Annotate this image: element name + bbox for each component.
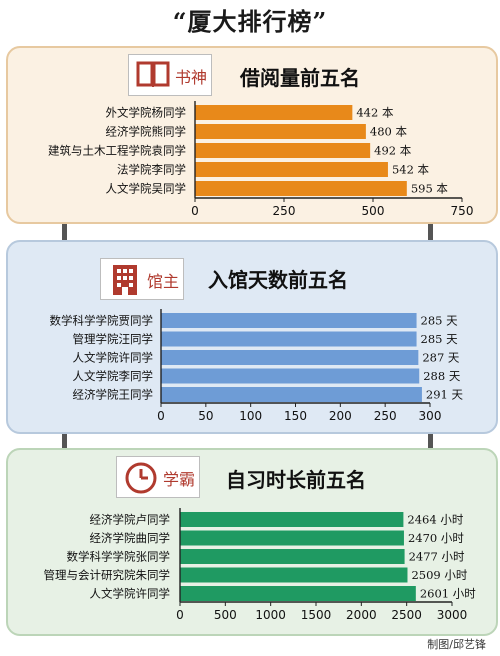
panel-study: 学霸 自习时长前五名 [6, 448, 498, 636]
building-icon [113, 265, 137, 295]
badge-label: 书神 [175, 68, 208, 87]
panel-visits: 馆主 入馆天数前五名 [6, 240, 498, 434]
badge-study: 学霸 [116, 456, 200, 498]
credit: 制图/邱艺锋 [427, 638, 486, 651]
book-icon [136, 61, 170, 87]
badge-label: 学霸 [163, 470, 196, 489]
chart-title: 自习时长前五名 [226, 468, 366, 492]
chart-title: 借阅量前五名 [240, 66, 360, 90]
badge-borrowing: 书神 [128, 54, 212, 96]
connector-right-2 [428, 428, 433, 450]
badge-label: 馆主 [147, 272, 180, 291]
badge-visits: 馆主 [100, 258, 184, 300]
connector-left-2 [62, 428, 67, 450]
connector-left-1 [62, 218, 67, 242]
connector-right-1 [428, 218, 433, 242]
panel-borrowing: 书神 借阅量前五名 [6, 46, 498, 224]
chart-title: 入馆天数前五名 [208, 268, 348, 292]
page-title: “厦大排行榜” [172, 7, 328, 36]
clock-icon [125, 462, 157, 494]
